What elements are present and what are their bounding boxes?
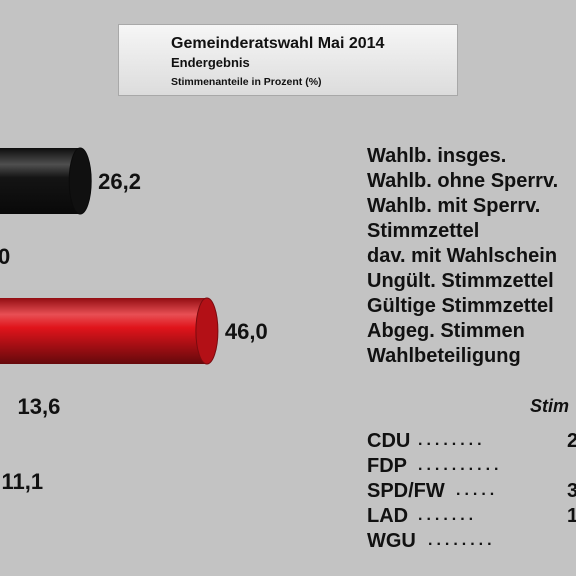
party-label: SPD/FW [367,480,445,502]
stat-label: Wahlbeteiligung [367,345,521,367]
bar-cdu [0,147,92,215]
stimmen-header: Stim [530,396,570,416]
dot-leader: ....... [418,507,478,524]
party-label: CDU [367,430,411,452]
stat-label: Gültige Stimmzettel [367,295,554,317]
chart-note: Stimmenanteile in Prozent (%) [171,76,322,88]
bar-cap [68,147,92,215]
dot-leader: .......... [418,457,503,474]
dot-leader: ..... [456,482,499,499]
stat-label: Wahlb. mit Sperrv. [367,195,541,217]
stat-label: Wahlb. insges. [367,145,507,167]
party-votes: 1 [567,505,576,527]
bar-spd-fw [0,297,219,365]
chart-subtitle: Endergebnis [171,55,250,70]
bar-value-label: 26,2 [98,169,141,194]
stat-label: Abgeg. Stimmen [367,320,525,342]
party-votes: 3 [567,480,576,502]
dot-leader: ........ [418,432,486,449]
bar-cap [195,297,219,365]
party-label: FDP [367,455,407,477]
bar-value-label: 11,1 [2,469,44,494]
bar-body [0,298,207,364]
stat-label: Ungült. Stimmzettel [367,270,554,292]
bar-value-label: 13,6 [18,394,61,419]
dot-leader: ........ [428,532,496,549]
chart-title-box: Gemeinderatswahl Mai 2014 Endergebnis St… [118,24,458,96]
bar-value-label: 46,0 [225,319,268,344]
chart-title: Gemeinderatswahl Mai 2014 [171,35,385,52]
bar-body [0,148,81,214]
stat-label: Wahlb. ohne Sperrv. [367,170,559,192]
party-label: LAD [367,505,409,527]
party-label: WGU [367,530,416,552]
bar-value-label: 0 [0,244,10,269]
stat-label: dav. mit Wahlschein [367,245,558,267]
stat-label: Stimmzettel [367,220,480,242]
party-votes: 2 [567,430,576,452]
